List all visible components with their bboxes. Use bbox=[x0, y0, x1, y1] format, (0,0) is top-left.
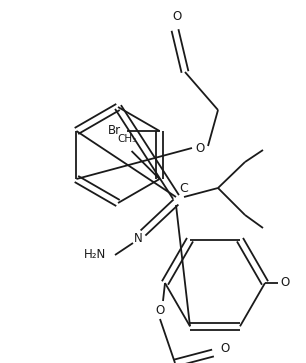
Text: O: O bbox=[280, 277, 289, 290]
Text: CH₃: CH₃ bbox=[305, 278, 306, 288]
Text: Br: Br bbox=[108, 125, 121, 138]
Text: CH₃: CH₃ bbox=[117, 134, 136, 144]
Text: N: N bbox=[134, 232, 142, 245]
Text: O: O bbox=[195, 142, 205, 155]
Text: C: C bbox=[180, 183, 188, 196]
Text: O: O bbox=[172, 11, 182, 24]
Text: O: O bbox=[220, 342, 230, 355]
Text: O: O bbox=[155, 305, 165, 318]
Text: H₂N: H₂N bbox=[84, 249, 106, 261]
